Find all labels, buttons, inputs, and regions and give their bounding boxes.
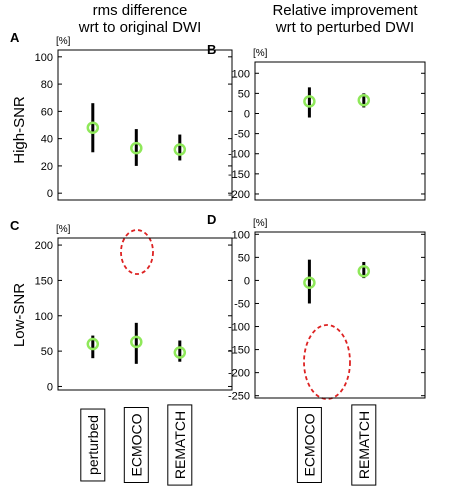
median-marker xyxy=(357,264,371,278)
median-marker xyxy=(303,95,316,108)
x-tick-label-box: REMATCH xyxy=(167,404,193,486)
y-tick-label: -50 xyxy=(234,298,250,310)
panel-label: A xyxy=(10,30,20,45)
y-tick-label: -100 xyxy=(228,149,250,161)
panel-label: C xyxy=(10,218,20,233)
y-tick-label: -250 xyxy=(228,391,250,403)
y-tick-label: 40 xyxy=(41,134,53,146)
plot-frame xyxy=(57,49,233,201)
median-marker xyxy=(130,141,143,155)
y-axis-unit: [%] xyxy=(56,36,71,47)
y-tick-label: 100 xyxy=(35,52,53,64)
row-label: Low-SNR xyxy=(11,283,28,347)
x-tick-label-box: ECMOCO xyxy=(123,407,149,483)
plot-frame xyxy=(57,237,233,391)
y-tick-label: 0 xyxy=(244,275,250,287)
plot-frame xyxy=(254,231,426,399)
median-marker xyxy=(86,121,100,134)
label-frame xyxy=(80,408,106,482)
label-frame xyxy=(296,407,322,483)
y-tick-label: 0 xyxy=(244,108,250,120)
highlight xyxy=(303,324,351,400)
y-tick-label: -150 xyxy=(228,345,250,357)
median-marker xyxy=(173,346,187,359)
y-tick-label: -200 xyxy=(228,189,250,201)
y-tick-label: -200 xyxy=(228,368,250,380)
y-tick-label: 60 xyxy=(41,106,53,118)
y-tick-label: -150 xyxy=(228,169,250,181)
panel-label: D xyxy=(207,212,216,227)
y-tick-label: 150 xyxy=(35,275,53,287)
label-frame xyxy=(167,404,193,486)
y-tick-label: -50 xyxy=(234,129,250,141)
x-tick-label: perturbed xyxy=(85,415,101,475)
x-tick-label: ECMOCO xyxy=(128,413,144,476)
y-tick-label: -100 xyxy=(228,322,250,334)
row-label: High-SNR xyxy=(11,96,28,164)
plot-frame xyxy=(254,61,426,201)
x-tick-label-box: ECMOCO xyxy=(296,407,322,483)
median-marker xyxy=(303,276,316,289)
y-tick-label: 100 xyxy=(232,229,250,241)
column-title: rms difference wrt to original DWI xyxy=(78,2,202,36)
median-marker xyxy=(130,335,143,349)
median-marker xyxy=(86,337,100,351)
x-tick-label-box: perturbed xyxy=(80,408,106,482)
median-marker xyxy=(173,143,187,156)
x-tick-label: REMATCH xyxy=(172,411,188,479)
y-tick-label: 20 xyxy=(41,161,53,173)
panel-label: B xyxy=(207,42,216,57)
y-tick-label: 50 xyxy=(238,252,250,264)
column-title: Relative improvement wrt to perturbed DWI xyxy=(272,2,418,36)
y-tick-label: 100 xyxy=(232,68,250,80)
x-tick-label-box: REMATCH xyxy=(351,404,377,486)
y-axis-unit: [%] xyxy=(253,218,268,229)
y-tick-label: 200 xyxy=(35,240,53,252)
y-tick-label: 50 xyxy=(41,346,53,358)
x-tick-label: REMATCH xyxy=(356,411,372,479)
y-tick-label: 50 xyxy=(238,88,250,100)
y-axis-unit: [%] xyxy=(253,48,268,59)
y-axis-unit: [%] xyxy=(56,224,71,235)
y-tick-label: 0 xyxy=(47,381,53,393)
y-tick-label: 0 xyxy=(47,188,53,200)
x-tick-label: ECMOCO xyxy=(301,413,317,476)
label-frame xyxy=(123,407,149,483)
y-tick-label: 100 xyxy=(35,311,53,323)
highlight xyxy=(120,229,154,275)
y-tick-label: 80 xyxy=(41,79,53,91)
median-marker xyxy=(357,93,371,107)
label-frame xyxy=(351,404,377,486)
